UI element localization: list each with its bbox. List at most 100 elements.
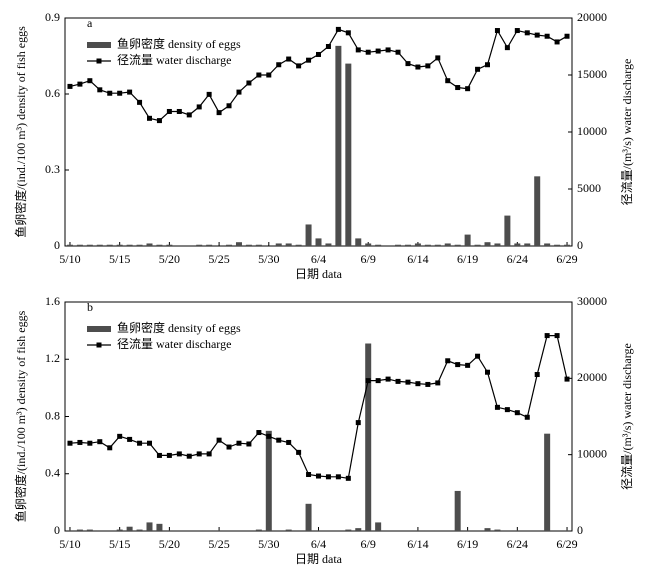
- bar: [325, 243, 332, 246]
- line-marker: [206, 451, 212, 457]
- bar: [166, 244, 173, 246]
- bar: [355, 528, 362, 531]
- x-tick-label: 6/19: [457, 537, 478, 551]
- x-tick-label: 5/30: [258, 537, 279, 551]
- bar: [106, 244, 113, 246]
- bar: [534, 530, 541, 531]
- panel-label: b: [87, 300, 93, 314]
- line-marker: [286, 439, 292, 445]
- bar: [285, 243, 292, 246]
- bar: [295, 244, 302, 246]
- line-marker: [147, 440, 152, 446]
- legend-swatch: [87, 42, 111, 48]
- bar: [404, 530, 411, 531]
- line-marker: [196, 104, 202, 110]
- bar: [504, 215, 511, 246]
- line-marker: [186, 112, 192, 118]
- line-marker: [504, 45, 510, 51]
- line-marker: [306, 57, 312, 63]
- x-tick-label: 6/24: [507, 537, 528, 551]
- y2-tick-label: 30000: [577, 294, 607, 308]
- line-marker: [524, 414, 530, 420]
- line-marker: [365, 49, 371, 55]
- line-marker: [296, 449, 302, 455]
- bar: [76, 244, 83, 246]
- bar: [315, 238, 322, 246]
- line-marker: [335, 26, 341, 32]
- x-tick-label: 6/9: [361, 537, 376, 551]
- y2-tick-label: 5000: [577, 181, 601, 195]
- x-tick-label: 6/29: [556, 537, 577, 551]
- line-marker: [554, 39, 560, 45]
- bar: [275, 243, 282, 246]
- x-tick-label: 5/20: [159, 252, 180, 266]
- bar: [335, 530, 342, 531]
- line-marker: [494, 404, 500, 410]
- x-tick-label: 6/4: [311, 252, 326, 266]
- bar: [414, 530, 421, 531]
- bar: [424, 530, 431, 531]
- line-marker: [385, 47, 391, 53]
- line-marker: [514, 410, 520, 416]
- bar: [404, 244, 411, 246]
- bar: [365, 343, 372, 531]
- line-marker: [465, 362, 471, 368]
- bar: [325, 530, 332, 531]
- line-marker: [266, 433, 272, 439]
- bar: [494, 529, 501, 531]
- line-marker: [435, 55, 441, 61]
- legend-label: 径流量 water discharge: [117, 337, 231, 351]
- line-marker: [325, 474, 331, 480]
- bar: [146, 243, 153, 246]
- line-marker: [485, 62, 490, 68]
- line-marker: [355, 47, 361, 53]
- y2-tick-label: 20000: [577, 370, 607, 384]
- legend-label: 鱼卵密度 density of eggs: [117, 320, 241, 335]
- y2-tick-label: 0: [577, 238, 583, 252]
- line-marker: [256, 430, 262, 436]
- bar: [96, 530, 103, 531]
- bar: [514, 530, 521, 531]
- bar: [66, 530, 73, 531]
- line-marker: [455, 85, 461, 91]
- line-marker: [117, 90, 123, 96]
- bar: [206, 244, 213, 246]
- bar: [245, 244, 252, 246]
- line-marker: [445, 358, 451, 364]
- bar: [136, 244, 143, 246]
- line-marker: [256, 72, 262, 78]
- x-tick-label: 6/9: [361, 252, 376, 266]
- bar: [305, 503, 312, 531]
- bar: [434, 244, 441, 246]
- line-marker: [127, 436, 133, 442]
- bar: [534, 176, 541, 246]
- bar: [265, 430, 272, 531]
- line-marker: [276, 62, 282, 68]
- bar: [255, 529, 262, 531]
- y-tick-label: 0.4: [45, 466, 60, 480]
- bar: [375, 244, 382, 246]
- bar: [454, 490, 461, 531]
- bar: [554, 530, 561, 531]
- line-marker: [127, 89, 133, 95]
- line-marker: [107, 445, 113, 451]
- line-marker: [276, 437, 282, 443]
- bar: [564, 530, 571, 531]
- line-marker: [425, 381, 431, 387]
- bar: [434, 530, 441, 531]
- line-marker: [196, 451, 202, 457]
- line-marker: [306, 472, 312, 478]
- bar: [76, 529, 83, 531]
- line-marker: [147, 115, 152, 121]
- bar: [295, 530, 302, 531]
- line-marker: [117, 433, 123, 439]
- bar: [474, 244, 481, 246]
- bar: [226, 530, 233, 531]
- bar: [116, 244, 123, 246]
- line-marker: [166, 108, 172, 114]
- x-tick-label: 5/30: [258, 252, 279, 266]
- bar: [464, 234, 471, 246]
- y-tick-label: 0: [54, 523, 60, 537]
- bar: [345, 529, 352, 531]
